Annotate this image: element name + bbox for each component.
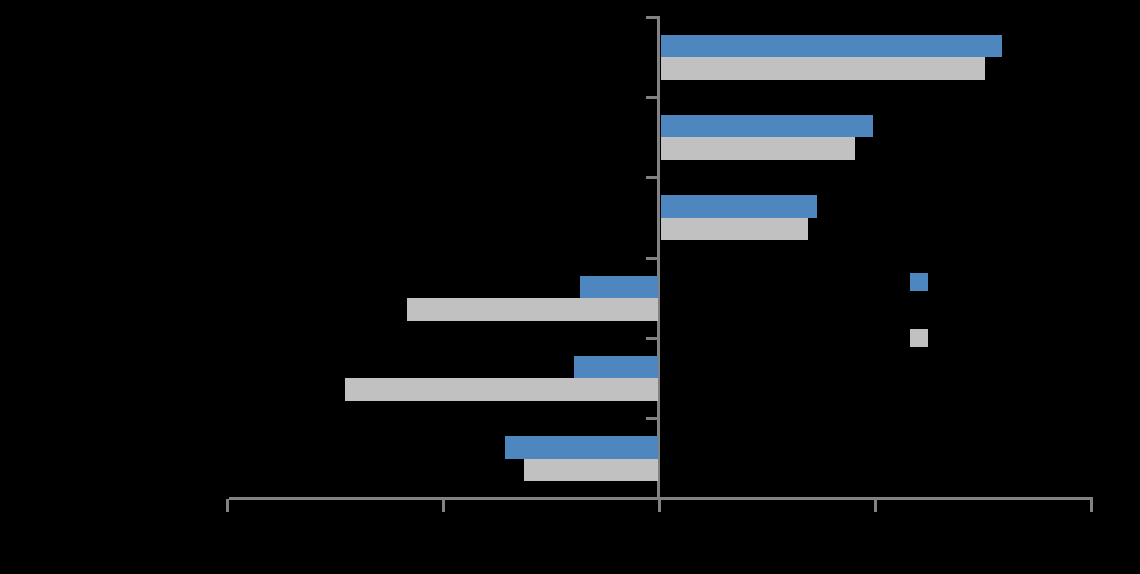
bar-series-2-gray-category-6: [524, 458, 658, 482]
bar-series-2-gray-category-2: [661, 137, 856, 160]
category-axis-tick: [646, 96, 657, 100]
category-axis-tick: [646, 176, 657, 180]
category-axis-tick: [646, 16, 657, 19]
bar-series-2-gray-category-3: [661, 217, 808, 241]
bar-series-2-gray-category-5: [344, 378, 658, 401]
value-axis-line: [229, 497, 1093, 500]
category-axis-tick: [646, 416, 657, 420]
bar-series-1-blue-category-1: [661, 34, 1003, 57]
value-axis-tick: [226, 499, 229, 512]
category-axis-tick: [646, 497, 657, 500]
bar-series-2-gray-category-4: [407, 298, 658, 321]
bar-series-2-gray-category-1: [661, 57, 985, 80]
bar-series-1-blue-category-2: [661, 114, 873, 138]
value-axis-tick: [1090, 499, 1093, 512]
value-axis-tick: [658, 499, 661, 512]
value-axis-tick: [442, 499, 445, 512]
category-axis-tick: [646, 256, 657, 260]
category-axis-tick: [646, 336, 657, 340]
legend-swatch-gray: [910, 328, 928, 347]
bar-series-1-blue-category-5: [573, 355, 658, 379]
bar-series-1-blue-category-3: [661, 195, 817, 218]
category-axis-line: [657, 16, 660, 500]
bar-series-1-blue-category-4: [580, 275, 658, 298]
bar-series-1-blue-category-6: [504, 436, 658, 459]
value-axis-tick: [874, 499, 877, 512]
legend-swatch-blue: [910, 272, 928, 291]
